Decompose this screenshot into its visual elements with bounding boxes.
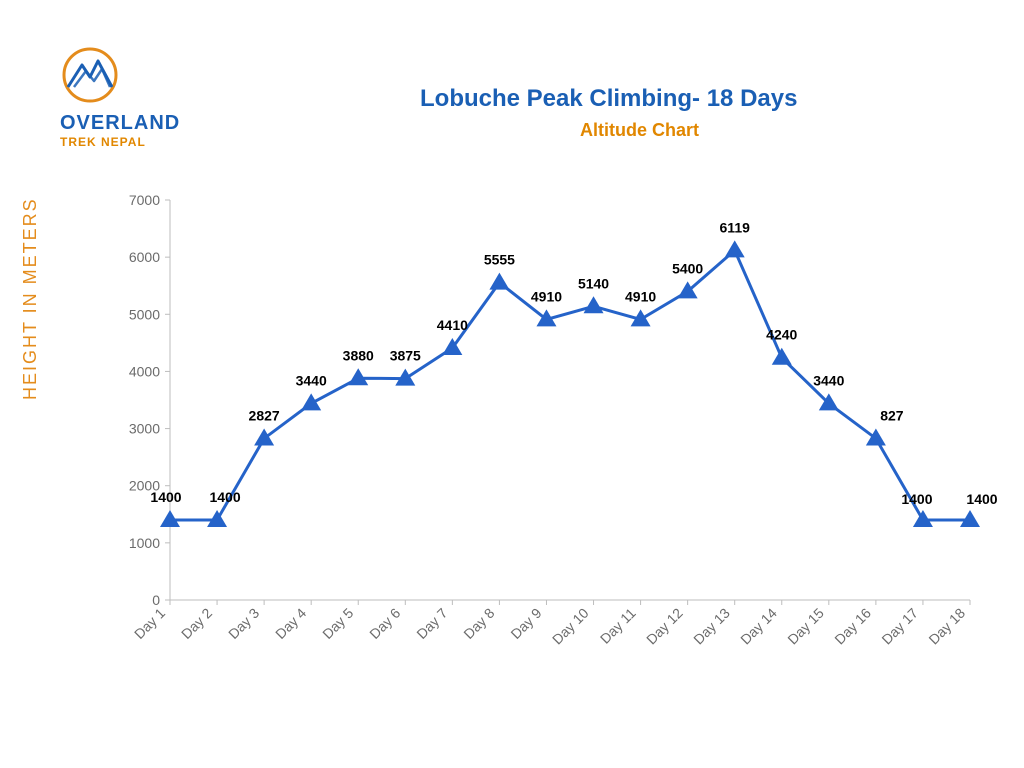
data-label: 4910 — [625, 288, 656, 304]
y-axis-label: HEIGHT IN METERS — [20, 197, 41, 400]
x-tick-label: Day 5 — [319, 605, 356, 642]
x-tick-label: Day 3 — [225, 605, 262, 642]
y-tick-label: 4000 — [129, 363, 160, 379]
data-marker — [866, 428, 886, 445]
data-label: 1400 — [209, 489, 240, 505]
x-tick-label: Day 16 — [831, 605, 874, 648]
y-tick-label: 6000 — [129, 249, 160, 265]
y-tick-label: 5000 — [129, 306, 160, 322]
data-line — [170, 250, 970, 520]
data-marker — [254, 428, 274, 445]
data-label: 3440 — [296, 372, 327, 388]
data-label: 1400 — [901, 491, 932, 507]
data-label: 3875 — [390, 348, 421, 364]
data-label: 1400 — [966, 491, 997, 507]
x-tick-label: Day 2 — [178, 605, 215, 642]
x-tick-label: Day 4 — [272, 605, 309, 642]
x-tick-label: Day 8 — [460, 605, 497, 642]
x-tick-label: Day 17 — [878, 605, 921, 648]
data-label: 827 — [880, 407, 904, 423]
data-label: 1400 — [150, 489, 181, 505]
logo-main-text: OVERLAND — [60, 112, 180, 135]
x-tick-label: Day 13 — [690, 605, 733, 648]
x-tick-label: Day 7 — [413, 605, 450, 642]
x-tick-label: Day 12 — [643, 605, 686, 648]
logo-sub-text: TREK NEPAL — [60, 135, 180, 149]
data-label: 4410 — [437, 317, 468, 333]
data-label: 4240 — [766, 327, 797, 343]
data-label: 2827 — [249, 407, 280, 423]
data-marker — [584, 296, 604, 313]
x-tick-label: Day 18 — [925, 605, 968, 648]
brand-logo: OVERLAND TREK NEPAL — [60, 45, 180, 149]
data-label: 4910 — [531, 288, 562, 304]
data-label: 5400 — [672, 260, 703, 276]
data-marker — [772, 348, 792, 365]
data-label: 6119 — [720, 219, 751, 235]
data-label: 3440 — [813, 372, 844, 388]
chart-title: Lobuche Peak Climbing- 18 Days — [420, 85, 797, 113]
data-marker — [725, 240, 745, 257]
x-tick-label: Day 9 — [507, 605, 544, 642]
y-tick-label: 3000 — [129, 421, 160, 437]
x-tick-label: Day 6 — [366, 605, 403, 642]
data-label: 5555 — [484, 252, 515, 268]
chart-svg: 01000200030004000500060007000Day 1Day 2D… — [130, 200, 970, 670]
chart-subtitle: Altitude Chart — [580, 120, 699, 141]
x-tick-label: Day 15 — [784, 605, 827, 648]
altitude-chart: 01000200030004000500060007000Day 1Day 2D… — [130, 200, 970, 670]
x-tick-label: Day 11 — [597, 605, 639, 647]
data-label: 3880 — [343, 347, 374, 363]
logo-mountain-icon — [60, 45, 120, 105]
y-tick-label: 7000 — [129, 192, 160, 208]
x-tick-label: Day 1 — [131, 605, 168, 642]
x-tick-label: Day 10 — [549, 605, 592, 648]
data-marker — [348, 368, 368, 385]
data-marker — [301, 393, 321, 410]
y-tick-label: 1000 — [129, 535, 160, 551]
data-marker — [489, 273, 509, 290]
data-label: 5140 — [578, 275, 609, 291]
x-tick-label: Day 14 — [737, 605, 780, 648]
